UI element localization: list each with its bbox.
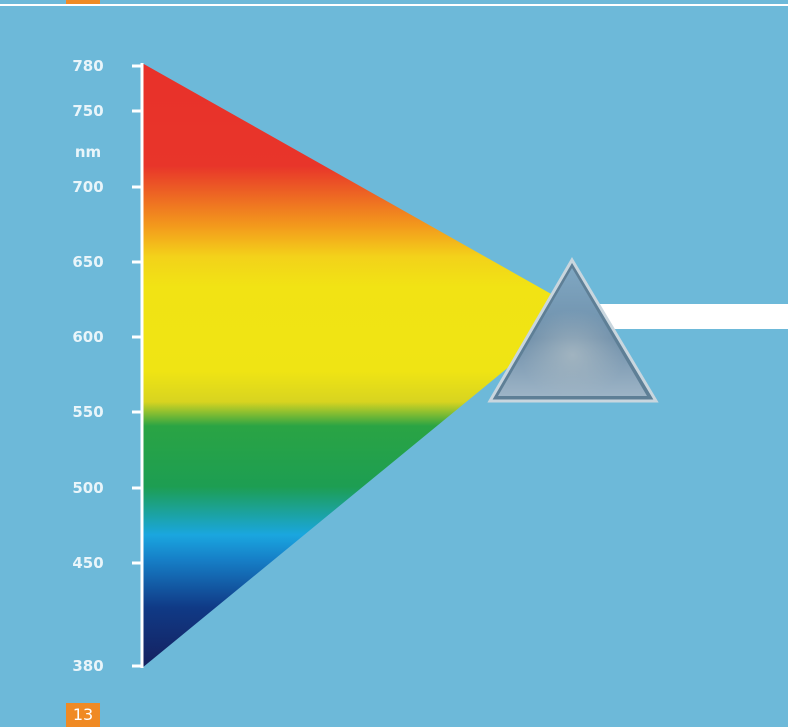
axis-tick-label-500: 500 bbox=[72, 479, 103, 497]
axis-tick-label-550: 550 bbox=[72, 403, 103, 421]
spectrum-fan bbox=[142, 63, 553, 668]
axis-tick-label-450: 450 bbox=[72, 554, 103, 572]
axis-tick-label-380: 380 bbox=[72, 657, 103, 675]
axis-tick-label-600: 600 bbox=[72, 328, 103, 346]
axis-tick-label-650: 650 bbox=[72, 253, 103, 271]
top-accent-tab bbox=[66, 0, 100, 4]
wavelength-axis-ticks: 780 750 700 650 600 550 500 450 380 bbox=[72, 57, 142, 675]
page-number-badge: 13 bbox=[66, 703, 100, 727]
prism-icon bbox=[487, 257, 659, 403]
top-rule bbox=[0, 4, 788, 6]
axis-tick-label-780: 780 bbox=[72, 57, 103, 75]
axis-unit-label: nm bbox=[75, 143, 101, 161]
axis-tick-label-700: 700 bbox=[72, 178, 103, 196]
axis-tick-label-750: 750 bbox=[72, 102, 103, 120]
